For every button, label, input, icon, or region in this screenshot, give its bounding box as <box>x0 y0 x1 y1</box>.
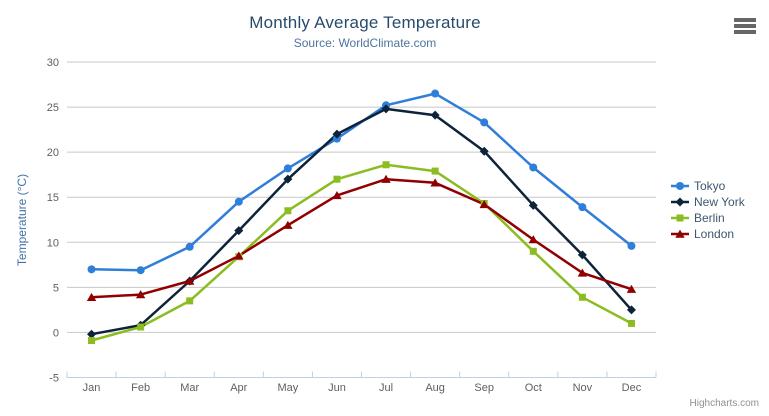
y-axis-label: -5 <box>49 373 59 385</box>
y-axis-label: 15 <box>47 192 59 204</box>
legend-symbol <box>671 229 689 238</box>
y-axis-label: 5 <box>53 282 59 294</box>
chart-subtitle: Source: WorldClimate.com <box>293 36 437 50</box>
x-axis-label: Apr <box>230 382 247 394</box>
triangle-marker-icon <box>479 200 489 209</box>
legend-label: Berlin <box>694 211 725 225</box>
circle-marker-icon <box>431 89 440 98</box>
x-axis-label: Sep <box>474 382 494 394</box>
legend-item-berlin[interactable]: Berlin <box>671 210 745 226</box>
diamond-marker-icon <box>381 104 391 114</box>
triangle-marker-icon <box>577 268 588 277</box>
square-marker-icon <box>578 293 586 301</box>
x-axis-label: Aug <box>425 382 445 394</box>
diamond-marker-icon <box>87 329 97 339</box>
y-axis-label: 10 <box>47 237 59 249</box>
x-axis-label: Jun <box>328 382 346 394</box>
circle-marker-icon <box>136 266 145 275</box>
triangle-marker-icon <box>528 235 538 244</box>
square-marker-icon <box>333 175 341 183</box>
circle-marker-icon <box>676 182 684 190</box>
x-axis-label: Nov <box>573 382 593 394</box>
triangle-marker-icon <box>332 191 342 200</box>
x-axis-label: Feb <box>131 382 150 394</box>
triangle-marker-icon <box>283 220 293 229</box>
legend-symbol <box>671 182 689 190</box>
x-axis-label: May <box>277 382 298 394</box>
y-axis-label: 0 <box>53 327 59 339</box>
square-marker-icon <box>676 214 684 222</box>
y-axis-label: 30 <box>47 57 59 69</box>
triangle-marker-icon <box>185 276 195 285</box>
diamond-marker-icon <box>332 129 342 139</box>
series-line-london[interactable] <box>90 177 633 299</box>
circle-marker-icon <box>185 242 194 251</box>
diamond-marker-icon <box>430 110 440 120</box>
diamond-marker-icon <box>577 250 587 260</box>
triangle-marker-icon <box>430 178 440 187</box>
square-marker-icon <box>186 297 194 305</box>
diamond-marker-icon <box>234 226 244 236</box>
highcharts-credit[interactable]: Highcharts.com <box>689 398 759 409</box>
square-marker-icon <box>284 207 292 215</box>
legend-item-tokyo[interactable]: Tokyo <box>671 178 745 194</box>
x-axis-label: Jan <box>83 382 101 394</box>
triangle-marker-icon <box>234 251 244 260</box>
triangle-marker-icon <box>135 290 146 299</box>
square-marker-icon <box>137 323 145 331</box>
circle-marker-icon <box>480 118 489 127</box>
square-marker-icon <box>627 319 635 327</box>
legend-label: London <box>694 227 735 241</box>
diamond-marker-icon <box>479 146 489 156</box>
hamburger-icon <box>734 18 756 34</box>
x-axis-label: Jul <box>379 382 393 394</box>
y-axis-label: 20 <box>47 147 59 159</box>
circle-marker-icon <box>87 265 96 274</box>
diamond-marker-icon <box>283 174 293 184</box>
circle-marker-icon <box>627 241 636 250</box>
square-marker-icon <box>431 167 439 175</box>
y-axis-title: Temperature (°C) <box>15 174 29 266</box>
series-line-new-york[interactable] <box>90 107 633 336</box>
circle-marker-icon <box>234 197 243 206</box>
circle-marker-icon <box>332 134 341 143</box>
legend-symbol <box>671 214 689 222</box>
circle-marker-icon <box>283 164 292 173</box>
x-axis-label: Dec <box>622 382 642 394</box>
square-marker-icon <box>382 161 390 169</box>
triangle-marker-icon <box>86 292 97 301</box>
legend-item-new-york[interactable]: New York <box>671 194 745 210</box>
x-axis-label: Oct <box>525 382 542 394</box>
square-marker-icon <box>88 337 96 345</box>
legend-item-london[interactable]: London <box>671 226 745 242</box>
series-line-tokyo[interactable] <box>90 92 633 272</box>
export-menu-button[interactable] <box>734 18 756 36</box>
y-axis-label: 25 <box>47 102 59 114</box>
legend-symbol <box>671 197 689 207</box>
legend-label: New York <box>694 195 745 209</box>
circle-marker-icon <box>578 203 587 212</box>
circle-marker-icon <box>529 163 538 172</box>
triangle-marker-icon <box>675 229 685 238</box>
diamond-marker-icon <box>626 305 636 315</box>
series-line-berlin[interactable] <box>90 163 633 342</box>
triangle-marker-icon <box>381 174 391 183</box>
legend-label: Tokyo <box>694 179 726 193</box>
triangle-marker-icon <box>626 284 637 293</box>
diamond-marker-icon <box>675 197 685 207</box>
chart-title: Monthly Average Temperature <box>249 13 481 32</box>
square-marker-icon <box>529 247 537 255</box>
x-axis-label: Mar <box>180 382 199 394</box>
legend: Tokyo New York Berlin London <box>671 178 745 242</box>
diamond-marker-icon <box>528 200 538 210</box>
